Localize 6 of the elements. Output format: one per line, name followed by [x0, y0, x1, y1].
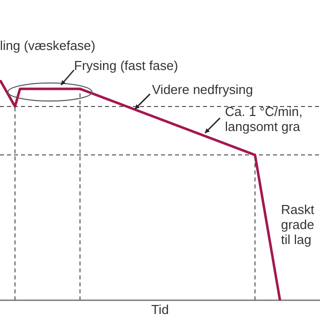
- annotation: Ca. 1 °C/min, langsomt gra: [225, 104, 302, 134]
- text: ling (væskefase): [0, 38, 96, 53]
- annotation: Raskt grade til lag: [281, 202, 314, 247]
- x-axis-title: Tid: [151, 302, 169, 317]
- annotation: Videre nedfrysing: [152, 82, 253, 97]
- text: Frysing (fast fase): [74, 58, 178, 73]
